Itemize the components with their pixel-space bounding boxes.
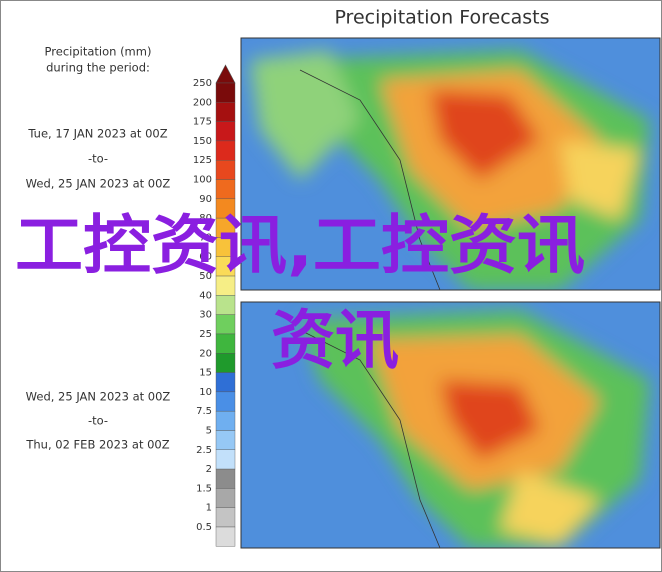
scale-cell — [215, 391, 236, 412]
scale-cell — [215, 507, 236, 528]
scale-label: 175 — [193, 117, 212, 128]
title: Precipitation Forecasts — [334, 7, 549, 29]
scale-label: 90 — [199, 194, 212, 205]
scale-label: 1.5 — [196, 483, 212, 494]
scale-label: 15 — [199, 368, 212, 379]
color-scale: 2502001751501251009080706050403025201510… — [193, 64, 236, 547]
map-border — [240, 301, 661, 549]
scale-label: 250 — [193, 78, 212, 89]
scale-label: 40 — [199, 290, 212, 301]
scale-label: 70 — [199, 232, 212, 243]
scale-label: 1 — [206, 503, 212, 514]
scale-cell — [215, 430, 236, 450]
scale-label: 100 — [193, 175, 212, 186]
scale-cell — [215, 488, 236, 508]
scale-label: 125 — [193, 155, 212, 166]
scale-arrow — [215, 64, 236, 84]
scale-cell — [215, 295, 236, 315]
map-panel — [241, 38, 660, 290]
scale-cell — [215, 449, 236, 470]
scale-cell — [215, 526, 236, 547]
scale-cell — [215, 179, 236, 200]
period-from: Tue, 17 JAN 2023 at 00Z — [27, 127, 167, 141]
scale-label: 0.5 — [196, 522, 212, 533]
scale-cell — [215, 82, 236, 103]
scale-label: 60 — [199, 252, 212, 263]
watermark: 资讯 — [271, 305, 399, 379]
scale-cell — [215, 410, 236, 431]
scale-cell — [215, 468, 236, 489]
scale-cell — [215, 160, 236, 180]
scale-label: 2 — [206, 464, 212, 475]
scale-cell — [215, 333, 236, 354]
legend-title: Precipitation (mm) — [45, 45, 152, 59]
period-sep: -to- — [88, 152, 108, 166]
scale-cell — [215, 353, 236, 373]
map-panel — [241, 302, 660, 548]
scale-label: 2.5 — [196, 445, 212, 456]
scale-cell — [215, 102, 236, 122]
scale-label: 7.5 — [196, 406, 212, 417]
scale-label: 150 — [193, 136, 212, 147]
scale-label: 5 — [206, 425, 212, 436]
legend-title: during the period: — [46, 61, 150, 75]
scale-label: 50 — [199, 271, 212, 282]
scale-label: 30 — [199, 310, 212, 321]
watermark: 工控资讯,工控资讯 — [15, 210, 585, 284]
scale-label: 25 — [199, 329, 212, 340]
scale-label: 10 — [199, 387, 212, 398]
scale-label: 80 — [199, 213, 212, 224]
period-sep: -to- — [88, 414, 108, 428]
scale-cell — [215, 121, 236, 142]
scale-cell — [215, 140, 236, 161]
scale-label: 20 — [199, 348, 212, 359]
period-to: Wed, 25 JAN 2023 at 00Z — [26, 177, 171, 191]
scale-cell — [215, 372, 236, 393]
scale-cell — [215, 314, 236, 335]
period-to: Thu, 02 FEB 2023 at 00Z — [25, 438, 169, 452]
period-from: Wed, 25 JAN 2023 at 00Z — [26, 390, 171, 404]
map-border — [240, 37, 661, 291]
scale-label: 200 — [193, 97, 212, 108]
